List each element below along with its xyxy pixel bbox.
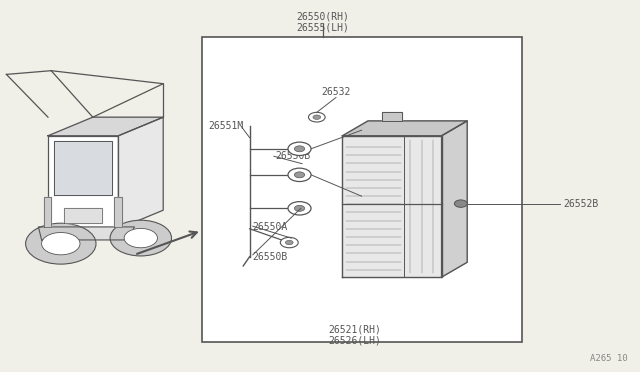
Text: 26550B: 26550B [253, 252, 288, 262]
Polygon shape [118, 117, 163, 229]
Circle shape [454, 200, 467, 207]
Text: 26521(RH)
26526(LH): 26521(RH) 26526(LH) [329, 324, 381, 346]
Circle shape [294, 172, 305, 178]
Text: 26550B: 26550B [275, 151, 310, 161]
Circle shape [110, 220, 172, 256]
Circle shape [294, 146, 305, 152]
Polygon shape [38, 227, 134, 240]
Polygon shape [44, 197, 51, 227]
Text: 26550(RH)
26555(LH): 26550(RH) 26555(LH) [297, 11, 349, 33]
Circle shape [280, 237, 298, 248]
Polygon shape [48, 117, 163, 136]
Polygon shape [64, 208, 102, 223]
Circle shape [288, 202, 311, 215]
Polygon shape [382, 112, 402, 121]
Text: 26552B: 26552B [563, 199, 598, 209]
Circle shape [308, 112, 325, 122]
Text: A265 10: A265 10 [589, 354, 627, 363]
Circle shape [294, 205, 305, 211]
Bar [202, 37, 522, 342]
Polygon shape [342, 121, 467, 136]
Circle shape [42, 232, 80, 255]
Polygon shape [114, 197, 122, 227]
Text: 26550A: 26550A [253, 222, 288, 232]
Polygon shape [54, 141, 112, 195]
Text: 26551M: 26551M [208, 122, 243, 131]
Polygon shape [48, 136, 118, 229]
Circle shape [285, 240, 293, 245]
Text: 26532: 26532 [321, 87, 351, 97]
Circle shape [26, 223, 96, 264]
Circle shape [313, 115, 321, 119]
Circle shape [288, 168, 311, 182]
Polygon shape [442, 121, 467, 277]
Circle shape [124, 228, 157, 248]
Polygon shape [342, 136, 442, 277]
Circle shape [288, 142, 311, 155]
